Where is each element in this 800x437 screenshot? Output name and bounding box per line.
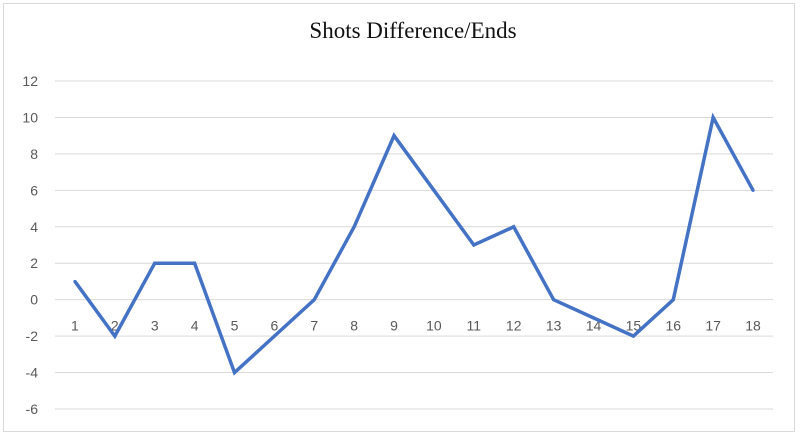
y-tick-label: -6 bbox=[26, 401, 39, 417]
x-tick-label: 11 bbox=[467, 318, 482, 334]
data-point bbox=[312, 298, 316, 302]
chart-title: Shots Difference/Ends bbox=[309, 18, 517, 43]
data-point bbox=[512, 225, 516, 229]
x-tick-label: 10 bbox=[426, 318, 442, 334]
x-tick-label: 18 bbox=[745, 318, 761, 334]
x-tick-label: 14 bbox=[586, 318, 602, 334]
x-tick-label: 4 bbox=[191, 318, 199, 334]
x-tick-label: 7 bbox=[310, 318, 318, 334]
data-point bbox=[631, 334, 635, 338]
y-tick-label: 12 bbox=[22, 73, 38, 89]
x-tick-label: 3 bbox=[151, 318, 159, 334]
x-tick-label: 13 bbox=[546, 318, 562, 334]
data-point bbox=[232, 370, 237, 375]
x-tick-label: 17 bbox=[705, 318, 721, 334]
data-point bbox=[751, 188, 755, 192]
y-tick-label: -4 bbox=[26, 365, 39, 381]
data-point bbox=[113, 334, 117, 338]
x-tick-label: 2 bbox=[111, 318, 119, 334]
data-point bbox=[552, 298, 556, 302]
x-tick-label: 9 bbox=[390, 318, 398, 334]
y-tick-label: -2 bbox=[26, 328, 39, 344]
series-line bbox=[73, 112, 755, 376]
data-point bbox=[591, 316, 596, 320]
x-tick-label: 5 bbox=[231, 318, 239, 334]
data-point bbox=[193, 261, 197, 265]
x-tick-label: 15 bbox=[626, 318, 642, 334]
y-tick-label: 0 bbox=[30, 292, 38, 308]
x-tick-label: 8 bbox=[350, 318, 358, 334]
x-tick-label: 16 bbox=[665, 318, 681, 334]
gridlines bbox=[55, 80, 773, 410]
data-point bbox=[472, 243, 476, 247]
data-point bbox=[671, 298, 675, 302]
data-point bbox=[272, 334, 276, 338]
data-point bbox=[432, 188, 436, 192]
x-tick-label: 6 bbox=[270, 318, 278, 334]
data-point bbox=[392, 134, 396, 138]
y-tick-labels: -6 -4 -2 0 2 4 6 8 10 12 bbox=[22, 73, 38, 417]
data-point bbox=[73, 279, 77, 284]
data-point bbox=[711, 115, 715, 120]
x-tick-label: 12 bbox=[506, 318, 522, 334]
x-tick-label: 1 bbox=[71, 318, 79, 334]
data-point bbox=[352, 225, 356, 229]
chart-frame bbox=[3, 3, 795, 432]
data-point bbox=[153, 261, 157, 265]
y-tick-label: 2 bbox=[30, 255, 38, 271]
x-tick-labels: 1 2 3 4 5 6 7 8 9 10 11 12 13 14 15 16 17 18 bbox=[71, 318, 761, 334]
y-tick-label: 10 bbox=[22, 109, 38, 125]
y-tick-label: 6 bbox=[30, 182, 38, 198]
y-tick-label: 8 bbox=[30, 146, 38, 162]
series-layer bbox=[73, 112, 755, 376]
y-tick-label: 4 bbox=[30, 219, 38, 235]
